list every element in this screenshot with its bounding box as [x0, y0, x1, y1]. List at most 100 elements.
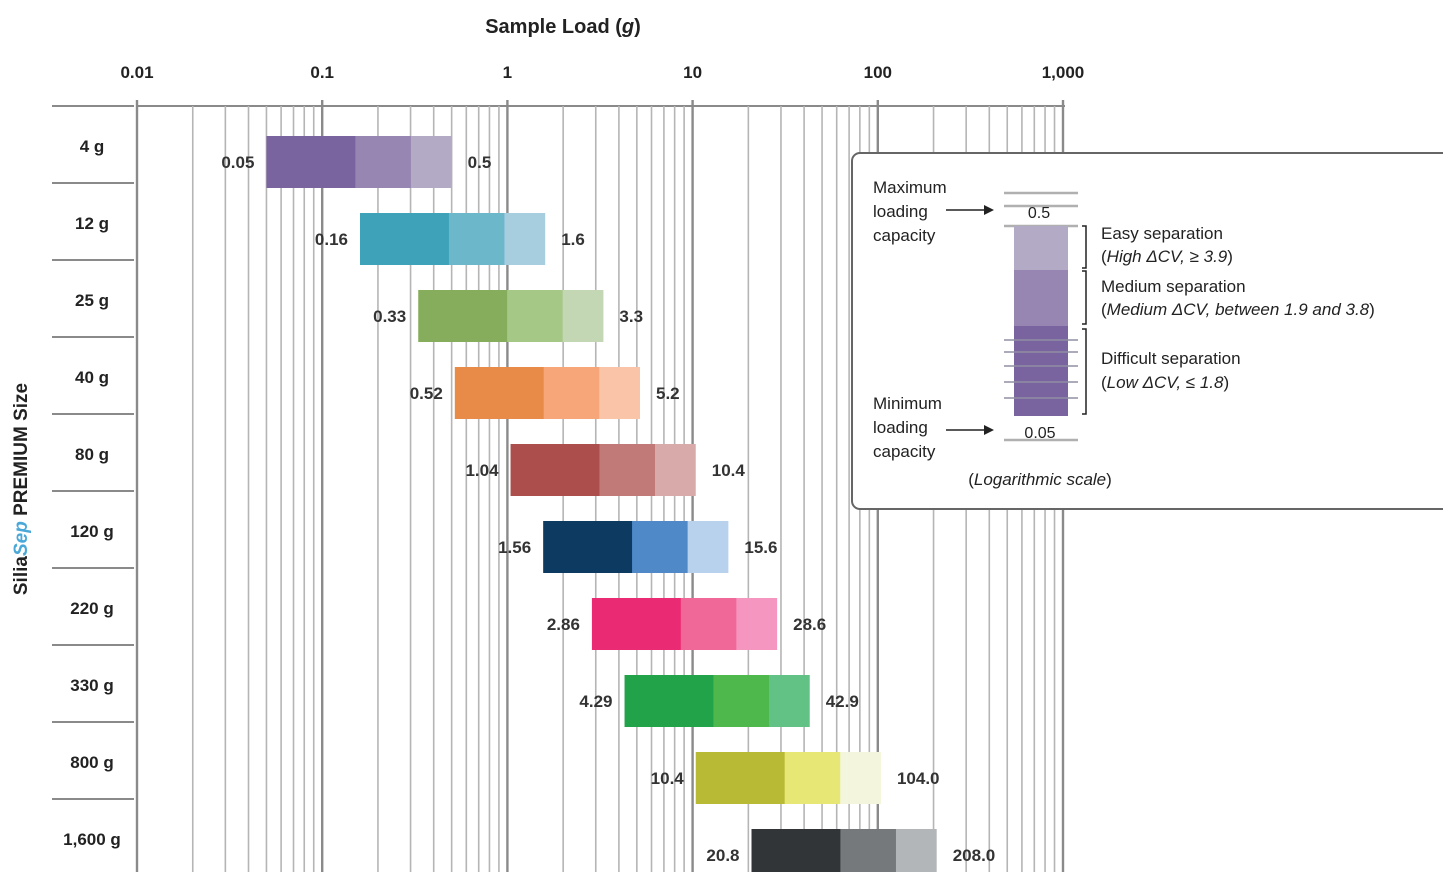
- bar-segment-medium: [448, 213, 505, 265]
- legend-scale-note: (Logarithmic scale): [968, 470, 1112, 489]
- legend-max-value: 0.5: [1028, 205, 1050, 222]
- x-tick-label: 1,000: [1042, 63, 1085, 82]
- bar-segment-easy: [768, 675, 810, 727]
- size-label: 4 g: [80, 137, 105, 156]
- min-value-label: 1.56: [498, 538, 531, 557]
- bar-segment-difficult: [418, 290, 508, 342]
- bar-segment-easy: [736, 598, 778, 650]
- legend-max-label: Maximum loading capacity: [873, 178, 951, 245]
- bar-segment-easy: [599, 367, 641, 419]
- bar-segment-medium: [355, 136, 412, 188]
- max-value-label: 28.6: [793, 615, 826, 634]
- min-value-label: 0.05: [221, 153, 254, 172]
- bar-segment-difficult: [591, 598, 682, 650]
- max-value-label: 42.9: [826, 692, 859, 711]
- min-value-label: 0.52: [410, 384, 443, 403]
- max-value-label: 104.0: [897, 769, 940, 788]
- legend-min-label-line3: capacity: [873, 442, 936, 461]
- min-value-label: 2.86: [547, 615, 580, 634]
- legend-min-label-line1: Minimum: [873, 394, 942, 413]
- max-value-label: 15.6: [744, 538, 777, 557]
- legend-detail-medium: (Medium ΔCV, between 1.9 and 3.8): [1101, 300, 1375, 319]
- size-label: 800 g: [70, 753, 113, 772]
- x-axis-label: Sample Load (g): [485, 16, 641, 38]
- legend-max-label-line3: capacity: [873, 226, 936, 245]
- size-label: 120 g: [70, 522, 113, 541]
- x-tick-label: 10: [683, 63, 702, 82]
- legend-swatch-easy: [1014, 226, 1068, 270]
- legend-entry-medium: Medium separation: [1101, 277, 1246, 296]
- x-axis-label-main: Sample Load (: [485, 16, 622, 38]
- legend-swatch-medium: [1014, 270, 1068, 326]
- bar-segment-medium: [840, 829, 897, 872]
- x-tick-label: 1: [503, 63, 512, 82]
- size-label: 220 g: [70, 599, 113, 618]
- legend-entry-easy: Easy separation: [1101, 224, 1223, 243]
- legend-bracket-difficult: [1082, 328, 1087, 415]
- legend-detail-difficult: (Low ΔCV, ≤ 1.8): [1101, 373, 1229, 392]
- bar-segment-medium: [543, 367, 600, 419]
- y-axis-label-prefix: Silia: [11, 556, 32, 596]
- bar-segment-difficult: [624, 675, 714, 727]
- legend-detail-easy-text: High ΔCV, ≥ 3.9: [1107, 247, 1228, 266]
- legend-bracket-medium: [1082, 270, 1087, 325]
- min-value-label: 0.16: [315, 230, 348, 249]
- bar-segment-difficult: [360, 213, 450, 265]
- size-label: 40 g: [75, 368, 109, 387]
- min-value-label: 4.29: [579, 692, 612, 711]
- bar-segment-difficult: [751, 829, 841, 872]
- max-value-label: 3.3: [619, 307, 643, 326]
- x-tick-labels: 0.01 0.1 1 10 100 1,000: [120, 63, 1084, 82]
- legend-min-label-line2: loading: [873, 418, 928, 437]
- y-axis-label-brand: Sep: [11, 521, 32, 556]
- max-value-label: 1.6: [561, 230, 585, 249]
- legend-detail-medium-text: Medium ΔCV, between 1.9 and 3.8: [1107, 300, 1370, 319]
- y-axis-label: SiliaSep PREMIUM Size: [11, 383, 32, 595]
- bar-segment-easy: [895, 829, 937, 872]
- bar-segment-medium: [680, 598, 737, 650]
- bar-segment-easy: [562, 290, 604, 342]
- max-value-label: 10.4: [712, 461, 746, 480]
- bar-segment-difficult: [510, 444, 600, 496]
- legend-box: [851, 152, 1443, 510]
- bar-segment-easy: [687, 521, 729, 573]
- min-value-label: 20.8: [706, 846, 739, 865]
- bar-segment-medium: [507, 290, 564, 342]
- bar-segment-medium: [599, 444, 656, 496]
- bar-segment-medium: [784, 752, 841, 804]
- bar-segment-medium: [713, 675, 770, 727]
- x-axis-label-close: ): [634, 16, 641, 38]
- bar-segment-medium: [632, 521, 689, 573]
- y-axis-label-suffix: PREMIUM Size: [11, 383, 32, 521]
- legend-min-arrowhead: [984, 425, 994, 435]
- min-value-label: 1.04: [465, 461, 499, 480]
- bars-layer: 0.05 0.5 0.16 1.6 0.33 3.3 0.52 5.2 1.04 10.4 1.56…: [221, 136, 995, 872]
- x-tick-label: 100: [864, 63, 892, 82]
- bar-segment-easy: [504, 213, 546, 265]
- max-value-label: 5.2: [656, 384, 680, 403]
- size-label: 330 g: [70, 676, 113, 695]
- legend-max-label-line1: Maximum: [873, 178, 947, 197]
- min-value-label: 10.4: [651, 769, 685, 788]
- legend-max-label-line2: loading: [873, 202, 928, 221]
- max-value-label: 208.0: [953, 846, 996, 865]
- legend-swatch-ticks: [1004, 339, 1078, 399]
- legend: 0.5 0.05 Maximum loading capacity Minimu…: [851, 152, 1443, 510]
- bar-segment-difficult: [454, 367, 545, 419]
- x-axis-label-unit: g: [621, 16, 634, 38]
- bar-segment-easy: [840, 752, 881, 804]
- size-label: 1,600 g: [63, 830, 121, 849]
- x-tick-label: 0.01: [120, 63, 153, 82]
- bar-segment-easy: [655, 444, 696, 496]
- legend-min-label: Minimum loading capacity: [873, 394, 947, 461]
- bar-segment-difficult: [695, 752, 786, 804]
- x-tick-label: 0.1: [310, 63, 334, 82]
- legend-max-arrowhead: [984, 205, 994, 215]
- row-separators: 4 g 12 g 25 g 40 g 80 g 120 g 220 g 330 g 800 g 1…: [52, 105, 134, 849]
- legend-entry-difficult: Difficult separation: [1101, 349, 1241, 368]
- min-value-label: 0.33: [373, 307, 406, 326]
- legend-min-value: 0.05: [1024, 425, 1055, 442]
- legend-detail-difficult-text: Low ΔCV, ≤ 1.8: [1107, 373, 1224, 392]
- bar-segment-difficult: [266, 136, 356, 188]
